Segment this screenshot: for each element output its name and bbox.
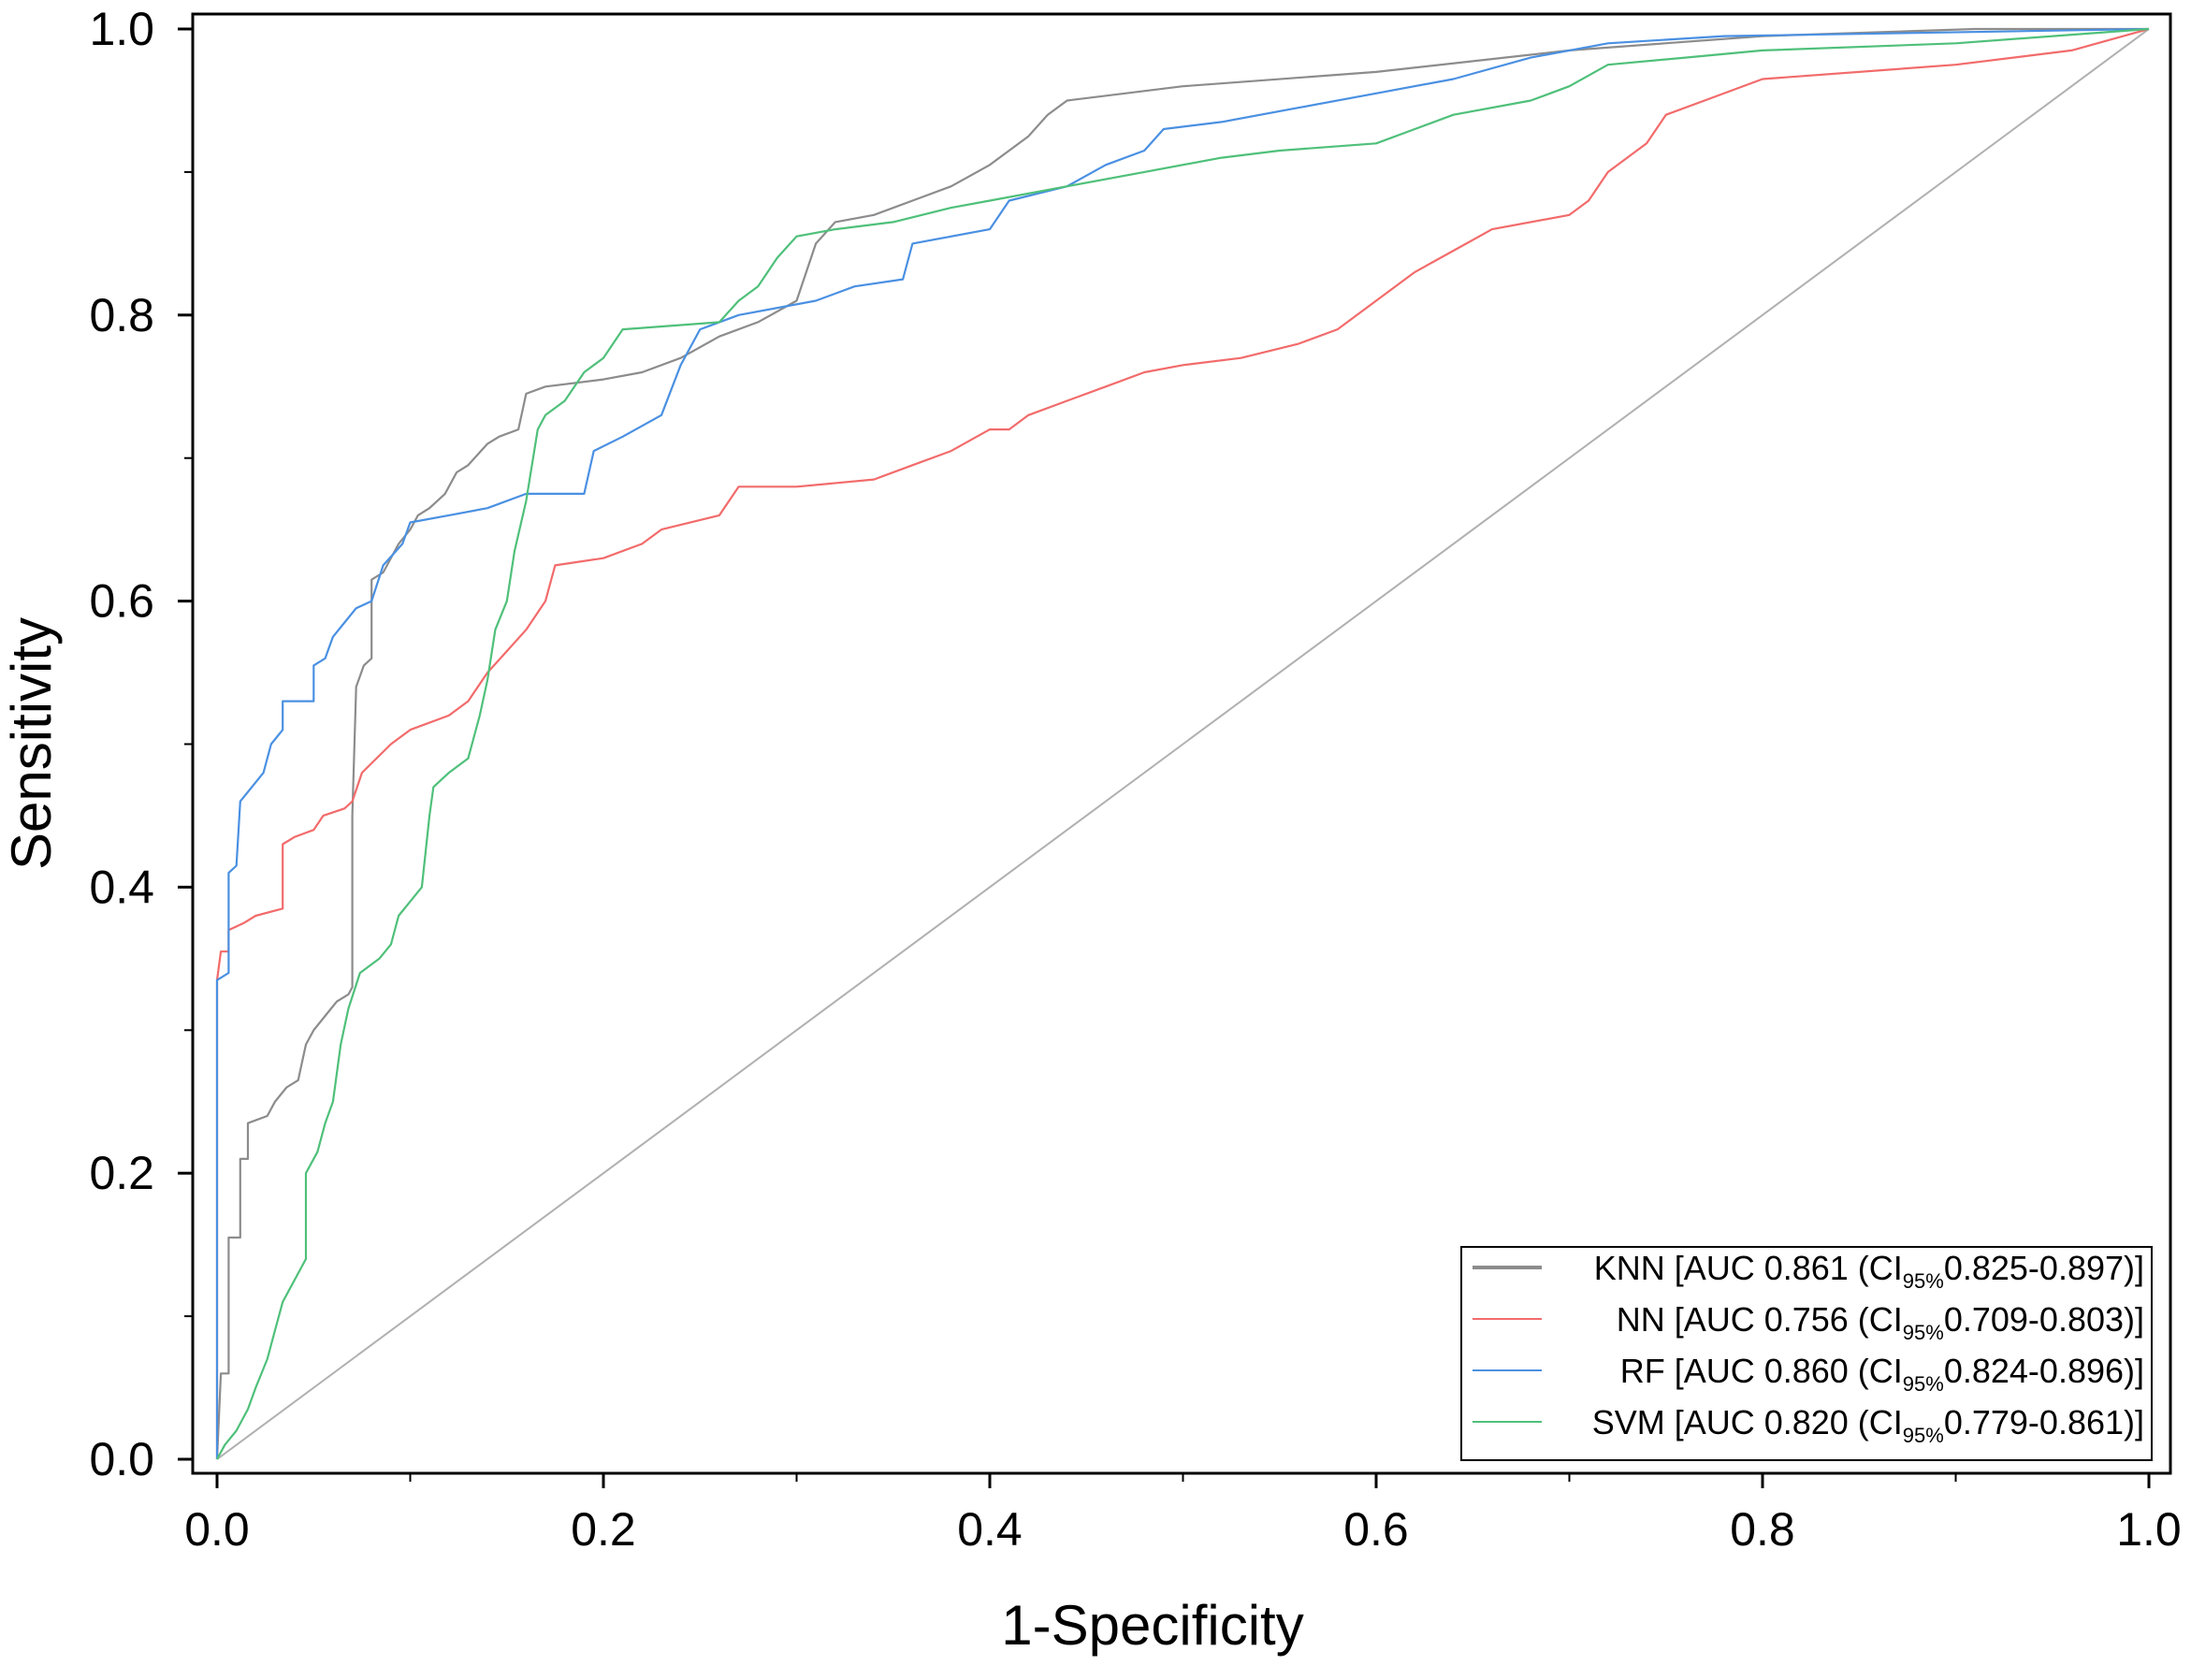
- axis-layer: 0.0 0.2 0.4 0.6 0.8 1.0 0.0 0.2 0.4 0.6 0.8 1.0: [89, 3, 2181, 1556]
- roc-curve-rf: [215, 27, 2150, 1459]
- x-tick-label: 1.0: [2116, 1503, 2182, 1556]
- y-tick-label: 0.2: [89, 1147, 154, 1199]
- y-tick-label: 0.8: [89, 289, 154, 341]
- roc-curve-nn: [215, 27, 2150, 1459]
- x-tick-label: 0.4: [957, 1503, 1023, 1556]
- legend-label-rf: RF [AUC 0.860 (CI95%0.824-0.896)]: [1620, 1352, 2144, 1396]
- y-tick-label: 1.0: [89, 3, 154, 55]
- y-tick-label: 0.4: [89, 861, 154, 913]
- x-axis-label: 1-Specificity: [1001, 1594, 1303, 1657]
- reference-layer: [216, 28, 2150, 1460]
- x-tick-label: 0.8: [1730, 1503, 1795, 1556]
- legend: KNN [AUC 0.861 (CI95%0.825-0.897)] NN [AU…: [1460, 1246, 2153, 1461]
- legend-box: [1460, 1246, 2153, 1461]
- legend-entries: KNN [AUC 0.861 (CI95%0.825-0.897)] NN [AU…: [1473, 1249, 2144, 1447]
- legend-label-knn: KNN [AUC 0.861 (CI95%0.825-0.897)]: [1594, 1249, 2144, 1293]
- roc-curve-knn: [215, 27, 2149, 1460]
- legend-label-svm: SVM [AUC 0.820 (CI95%0.779-0.861)]: [1592, 1403, 2144, 1447]
- x-tick-label: 0.2: [571, 1503, 636, 1556]
- y-tick-label: 0.0: [89, 1433, 154, 1485]
- reference-diagonal: [216, 28, 2150, 1460]
- y-tick-label: 0.6: [89, 575, 154, 628]
- roc-curve-svm: [216, 27, 2150, 1460]
- x-tick-label: 0.6: [1343, 1503, 1409, 1556]
- x-tick-label: 0.0: [184, 1503, 250, 1556]
- series-layer: [215, 27, 2150, 1460]
- y-axis-label: Sensitivity: [0, 617, 63, 870]
- legend-label-nn: NN [AUC 0.756 (CI95%0.709-0.803)]: [1617, 1300, 2144, 1344]
